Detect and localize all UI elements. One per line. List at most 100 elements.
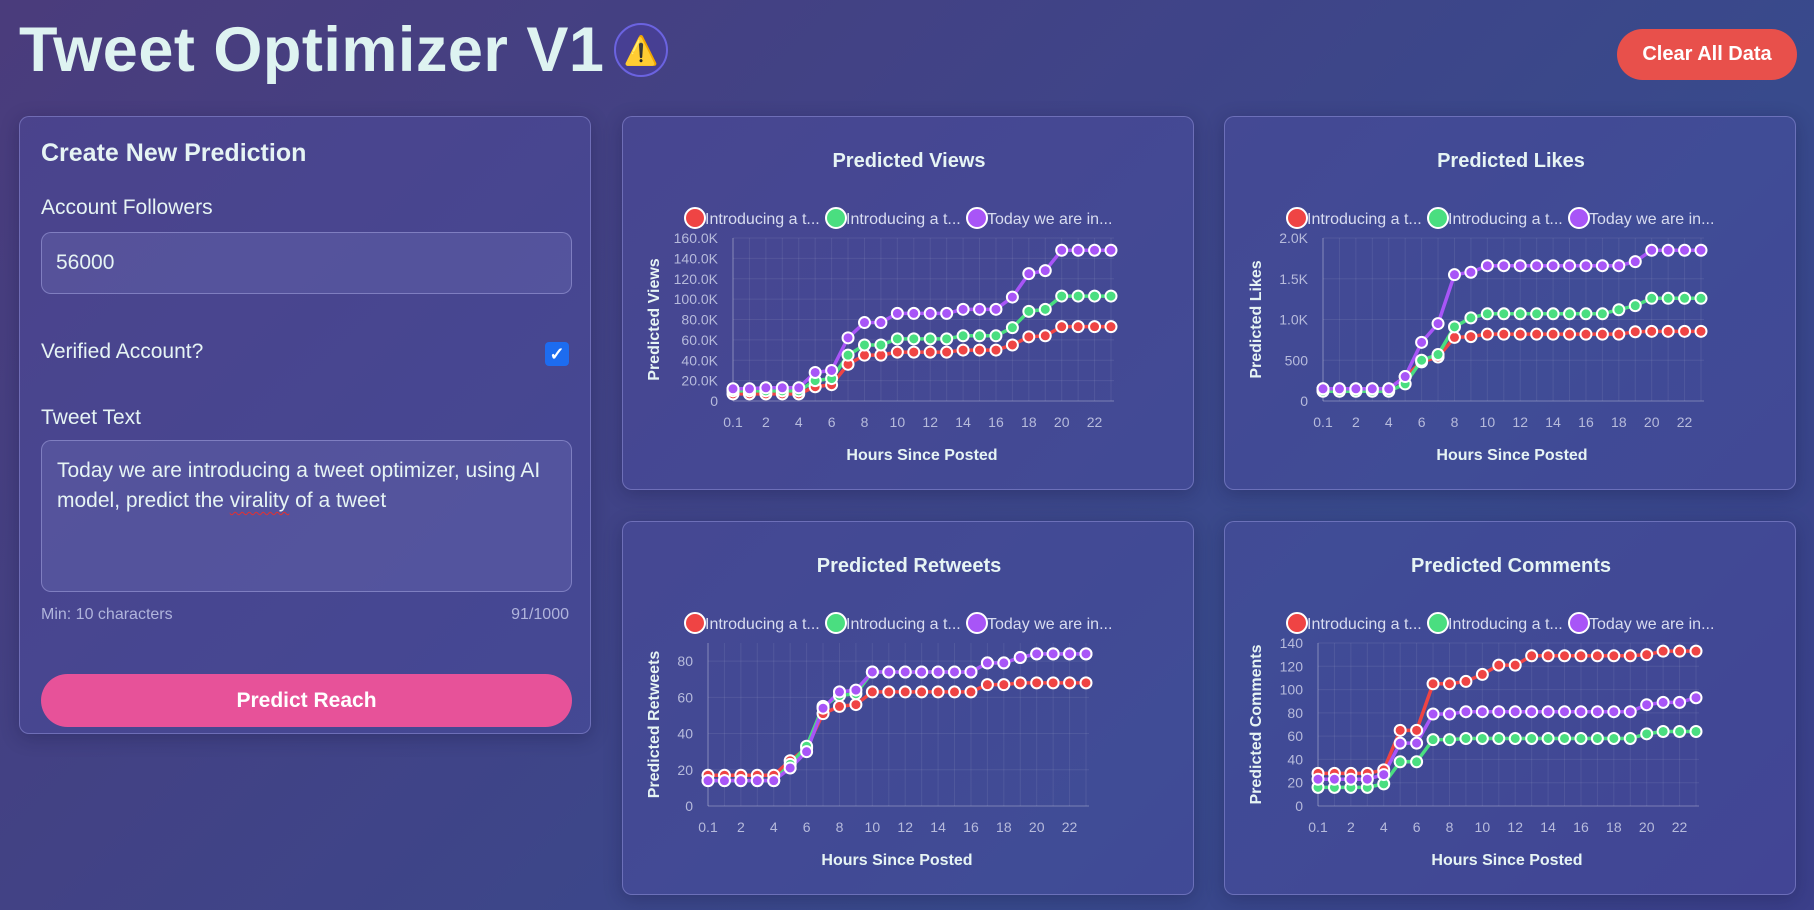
- data-point: [1079, 676, 1093, 690]
- followers-input[interactable]: [41, 232, 572, 294]
- data-point: [1492, 731, 1506, 745]
- chart-title: Predicted Comments: [1411, 555, 1611, 577]
- data-point: [1393, 755, 1407, 769]
- y-tick-label: 20.0K: [681, 373, 718, 389]
- data-point: [1311, 772, 1325, 786]
- warning-icon[interactable]: ⚠️: [614, 23, 669, 77]
- data-point: [890, 306, 904, 320]
- verified-checkbox[interactable]: ✓: [545, 342, 569, 366]
- data-point: [1475, 731, 1489, 745]
- x-axis-title: Hours Since Posted: [846, 447, 997, 464]
- data-point: [1464, 311, 1478, 325]
- data-point: [1393, 736, 1407, 750]
- data-point: [1563, 307, 1577, 321]
- x-tick-label: 20: [1054, 414, 1070, 430]
- data-point: [1612, 327, 1626, 341]
- data-point: [832, 699, 846, 713]
- data-point: [1673, 724, 1687, 738]
- data-point: [997, 678, 1011, 692]
- data-point: [1426, 707, 1440, 721]
- data-point: [1623, 731, 1637, 745]
- y-tick-label: 100: [1280, 682, 1304, 698]
- textarea-meta: Min: 10 characters 91/1000: [41, 606, 569, 624]
- data-point: [1398, 370, 1412, 384]
- data-point: [890, 332, 904, 346]
- y-tick-label: 1.0K: [1279, 312, 1308, 328]
- x-tick-label: 10: [1475, 819, 1491, 835]
- data-point: [1464, 265, 1478, 279]
- y-tick-label: 20: [1287, 775, 1303, 791]
- legend-label: Introducing a t...: [1448, 211, 1563, 228]
- data-point: [1595, 259, 1609, 273]
- y-tick-label: 0: [1300, 393, 1308, 409]
- x-tick-label: 0.1: [723, 414, 743, 430]
- y-tick-label: 100.0K: [674, 291, 719, 307]
- data-point: [1038, 264, 1052, 278]
- x-tick-label: 4: [1380, 819, 1388, 835]
- x-tick-label: 16: [963, 819, 979, 835]
- legend-label: Today we are in...: [1589, 211, 1714, 228]
- data-point: [1689, 724, 1703, 738]
- data-point: [1673, 644, 1687, 658]
- likes-chart-card: Predicted Likes Introducing a t... Introdu…: [1224, 116, 1796, 490]
- data-point: [1022, 304, 1036, 318]
- data-point: [1673, 695, 1687, 709]
- data-point: [907, 345, 921, 359]
- data-point: [1607, 649, 1621, 663]
- data-point: [1447, 268, 1461, 282]
- data-point: [1005, 290, 1019, 304]
- data-point: [792, 381, 806, 395]
- y-tick-label: 140.0K: [674, 250, 719, 266]
- data-point: [1558, 705, 1572, 719]
- data-point: [1689, 691, 1703, 705]
- legend-marker: [684, 612, 706, 634]
- y-tick-label: 0: [1295, 798, 1303, 814]
- data-point: [890, 345, 904, 359]
- panel-heading: Create New Prediction: [41, 139, 307, 167]
- data-point: [1628, 325, 1642, 339]
- data-point: [1104, 289, 1118, 303]
- data-point: [973, 343, 987, 357]
- data-point: [1530, 259, 1544, 273]
- data-point: [1513, 307, 1527, 321]
- data-point: [825, 363, 839, 377]
- likes-chart: Predicted Likes Introducing a t... Introdu…: [1248, 150, 1714, 464]
- data-point: [1628, 255, 1642, 269]
- data-point: [841, 331, 855, 345]
- tweet-text-end: of a tweet: [289, 489, 387, 512]
- data-point: [1607, 731, 1621, 745]
- legend-marker: [825, 612, 847, 634]
- data-point: [1590, 649, 1604, 663]
- x-tick-label: 2: [1352, 414, 1360, 430]
- data-point: [1046, 676, 1060, 690]
- data-point: [1678, 243, 1692, 257]
- x-axis-title: Hours Since Posted: [1436, 447, 1587, 464]
- x-tick-label: 4: [795, 414, 803, 430]
- data-point: [1678, 291, 1692, 305]
- data-point: [1316, 382, 1330, 396]
- legend-marker: [1286, 612, 1308, 634]
- data-point: [1360, 772, 1374, 786]
- data-point: [1508, 731, 1522, 745]
- comments-chart: Predicted Comments Introducing a t... Intr…: [1248, 555, 1714, 869]
- data-point: [1415, 335, 1429, 349]
- x-tick-label: 14: [1540, 819, 1556, 835]
- y-tick-label: 0: [710, 393, 718, 409]
- data-point: [1558, 649, 1572, 663]
- data-point: [1640, 727, 1654, 741]
- legend-marker: [1427, 612, 1449, 634]
- x-tick-label: 6: [828, 414, 836, 430]
- x-tick-label: 2: [762, 414, 770, 430]
- legend-label: Today we are in...: [1589, 616, 1714, 633]
- data-point: [1410, 736, 1424, 750]
- data-point: [701, 774, 715, 788]
- clear-all-data-button[interactable]: Clear All Data: [1617, 29, 1797, 80]
- tweet-textarea[interactable]: Today we are introducing a tweet optimiz…: [41, 440, 572, 592]
- x-tick-label: 10: [890, 414, 906, 430]
- data-point: [1656, 724, 1670, 738]
- data-point: [1645, 243, 1659, 257]
- predict-reach-button[interactable]: Predict Reach: [41, 674, 572, 727]
- tweet-text-label: Tweet Text: [41, 406, 141, 429]
- data-point: [1447, 330, 1461, 344]
- data-point: [882, 665, 896, 679]
